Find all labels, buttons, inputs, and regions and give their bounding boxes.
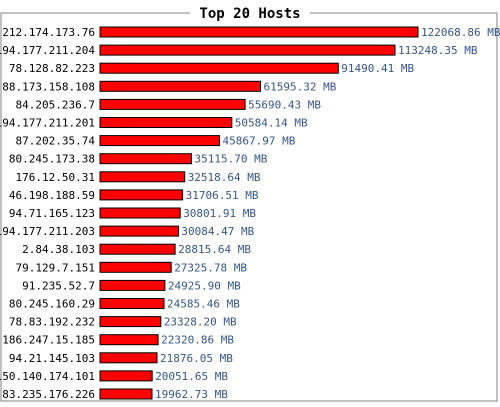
value-label: 45867.97 MB: [223, 135, 296, 148]
value-label: 22320.86 MB: [161, 334, 234, 347]
category-label: 84.205.236.7: [16, 98, 95, 111]
category-label: 87.202.35.74: [16, 135, 96, 148]
category-label: 212.174.173.76: [2, 26, 95, 39]
category-label: 88.173.158.108: [2, 80, 95, 93]
category-label: 80.245.173.38: [9, 153, 95, 166]
category-label: 150.140.174.101: [0, 370, 95, 383]
value-label: 23328.20 MB: [164, 316, 237, 329]
bar: [99, 298, 165, 309]
bar: [99, 26, 419, 38]
chart-title-background: [190, 5, 310, 21]
value-label: 24925.90 MB: [168, 279, 241, 292]
bar: [99, 207, 181, 219]
bar: [99, 80, 261, 92]
bar: [99, 261, 172, 273]
value-label: 30801.91 MB: [183, 207, 256, 220]
value-label: 122068.86 MB: [421, 26, 500, 39]
bar: [99, 98, 246, 110]
category-label: 194.177.211.203: [0, 225, 95, 238]
category-label: 194.177.211.204: [0, 44, 95, 57]
value-label: 27325.78 MB: [174, 261, 247, 274]
value-label: 50584.14 MB: [235, 117, 308, 130]
category-label: 194.177.211.201: [0, 117, 95, 130]
value-label: 91490.41 MB: [341, 62, 414, 75]
bar: [99, 388, 153, 400]
bar: [99, 153, 192, 165]
value-label: 55690.43 MB: [248, 98, 321, 111]
value-label: 28815.64 MB: [178, 243, 251, 256]
bar: [99, 243, 176, 255]
category-label: 91.235.52.7: [22, 279, 95, 292]
bar: [99, 370, 153, 382]
category-label: 78.128.82.223: [9, 62, 95, 75]
category-label: 79.129.7.151: [16, 261, 95, 274]
bars-group: 212.174.173.76 122068.86 MB 194.177.211.20…: [0, 26, 500, 401]
bar: [99, 334, 159, 346]
value-label: 32518.64 MB: [188, 171, 261, 184]
value-label: 61595.32 MB: [264, 80, 337, 93]
bar: [99, 171, 186, 183]
value-label: 30084.47 MB: [181, 225, 254, 238]
category-label: 78.83.192.232: [9, 316, 95, 329]
value-label: 31706.51 MB: [186, 189, 259, 202]
bar: [99, 279, 166, 291]
category-label: 80.245.160.29: [9, 298, 95, 311]
bar: [99, 352, 158, 364]
value-label: 21876.05 MB: [160, 352, 233, 365]
value-label: 19962.73 MB: [155, 388, 228, 401]
value-label: 24585.46 MB: [167, 298, 240, 311]
bar: [99, 135, 220, 147]
category-label: 176.12.50.31: [16, 171, 95, 184]
bar: [99, 62, 339, 74]
value-label: 35115.70 MB: [195, 153, 268, 166]
category-label: 94.71.165.123: [9, 207, 95, 220]
value-label: 20051.65 MB: [155, 370, 228, 383]
bar: [99, 316, 162, 328]
chart-title: Top 20 Hosts: [199, 6, 300, 22]
category-label: 2.84.38.103: [22, 243, 95, 256]
category-label: 83.235.176.226: [2, 388, 95, 401]
category-label: 46.198.188.59: [9, 189, 95, 202]
bar: [99, 117, 233, 128]
category-label: 94.21.145.103: [9, 352, 95, 365]
bar: [99, 44, 396, 56]
category-label: 186.247.15.185: [2, 334, 95, 347]
bar: [99, 189, 184, 201]
value-label: 113248.35 MB: [398, 44, 478, 57]
bar: [99, 225, 179, 237]
